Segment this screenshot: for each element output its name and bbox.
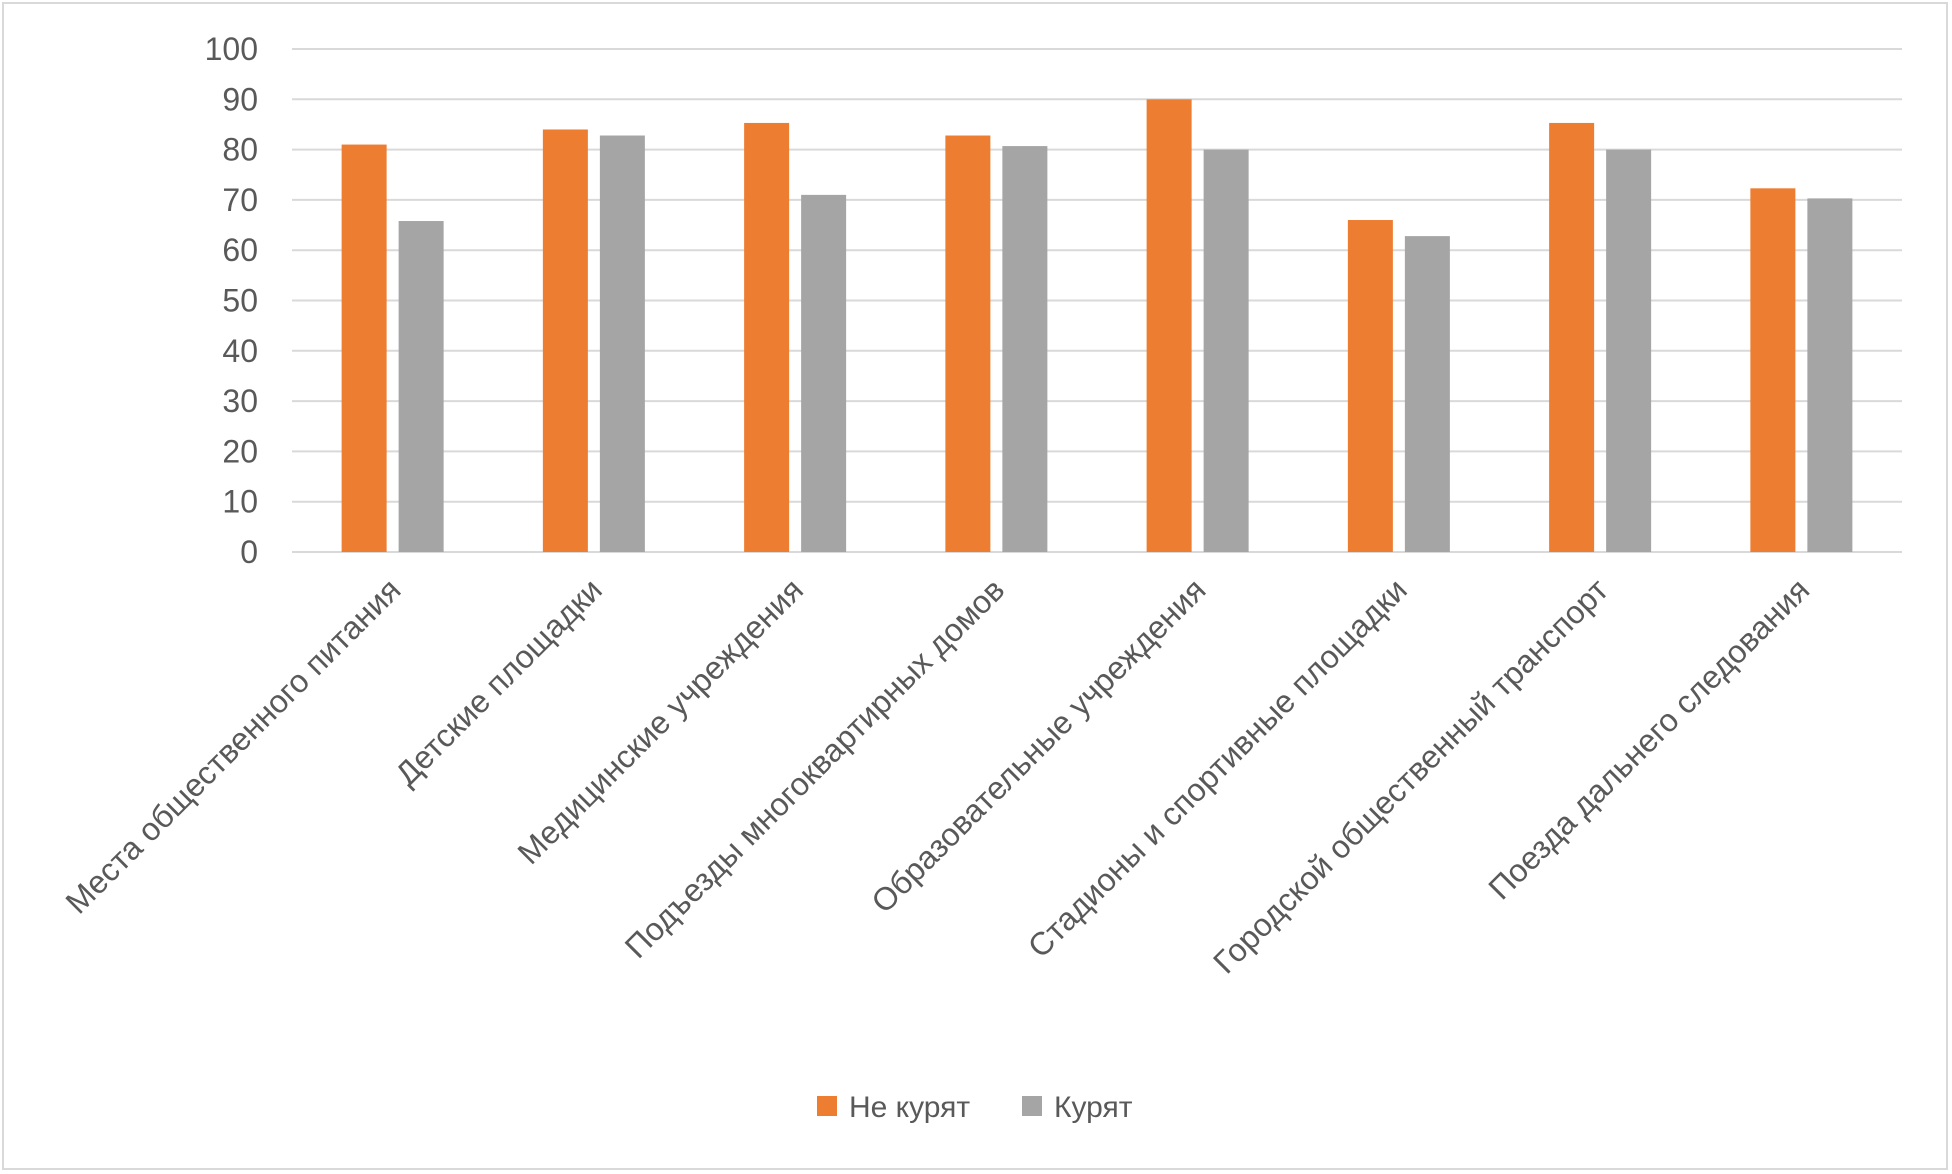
bar-kuryat-5 (1404, 236, 1450, 552)
y-tick-label: 10 (222, 484, 258, 520)
bar-kuryat-6 (1606, 149, 1652, 552)
bar-ne-kuryat-4 (1146, 99, 1192, 553)
x-category-label: Стадионы и спортивные площадки (1021, 571, 1414, 964)
bar-ne-kuryat-3 (945, 135, 991, 553)
y-tick-label: 50 (222, 283, 258, 319)
x-category-label: Поезда дальнего следования (1481, 571, 1816, 906)
bar-ne-kuryat-2 (744, 122, 790, 552)
y-tick-label: 0 (240, 534, 258, 570)
y-tick-label: 40 (222, 333, 258, 369)
x-category-label: Места общественного питания (58, 571, 407, 920)
bar-ne-kuryat-7 (1750, 188, 1796, 552)
y-tick-label: 30 (222, 383, 258, 419)
bar-kuryat-4 (1203, 149, 1249, 552)
bar-kuryat-0 (398, 221, 444, 552)
x-category-label: Подъезды многоквартирных домов (618, 571, 1012, 965)
y-tick-label: 20 (222, 433, 258, 469)
bar-ne-kuryat-1 (542, 129, 588, 553)
legend-label: Курят (1054, 1091, 1133, 1124)
bar-kuryat-2 (801, 194, 847, 552)
bar-ne-kuryat-0 (341, 144, 387, 552)
y-tick-label: 80 (222, 132, 258, 168)
legend-swatch (817, 1096, 837, 1116)
bars (341, 99, 1853, 553)
x-category-label: Образовательные учреждения (864, 571, 1212, 919)
x-category-label: Городской общественный транспорт (1206, 571, 1615, 980)
y-tick-label: 60 (222, 232, 258, 268)
gridlines (292, 48, 1902, 553)
x-category-label: Детские площадки (388, 571, 609, 792)
bar-ne-kuryat-5 (1347, 220, 1393, 552)
legend: Не курят Курят (817, 1091, 1133, 1124)
bar-ne-kuryat-6 (1549, 122, 1595, 552)
y-tick-label: 100 (205, 31, 258, 67)
bar-kuryat-7 (1807, 198, 1853, 553)
bar-kuryat-1 (599, 135, 645, 553)
y-tick-label: 90 (222, 81, 258, 117)
legend-label: Не курят (849, 1091, 970, 1124)
y-tick-label: 70 (222, 182, 258, 218)
bar-kuryat-3 (1002, 146, 1048, 553)
y-axis-ticks: 0 10 20 30 40 50 60 70 80 90 100 (205, 31, 258, 570)
legend-swatch (1022, 1096, 1042, 1116)
